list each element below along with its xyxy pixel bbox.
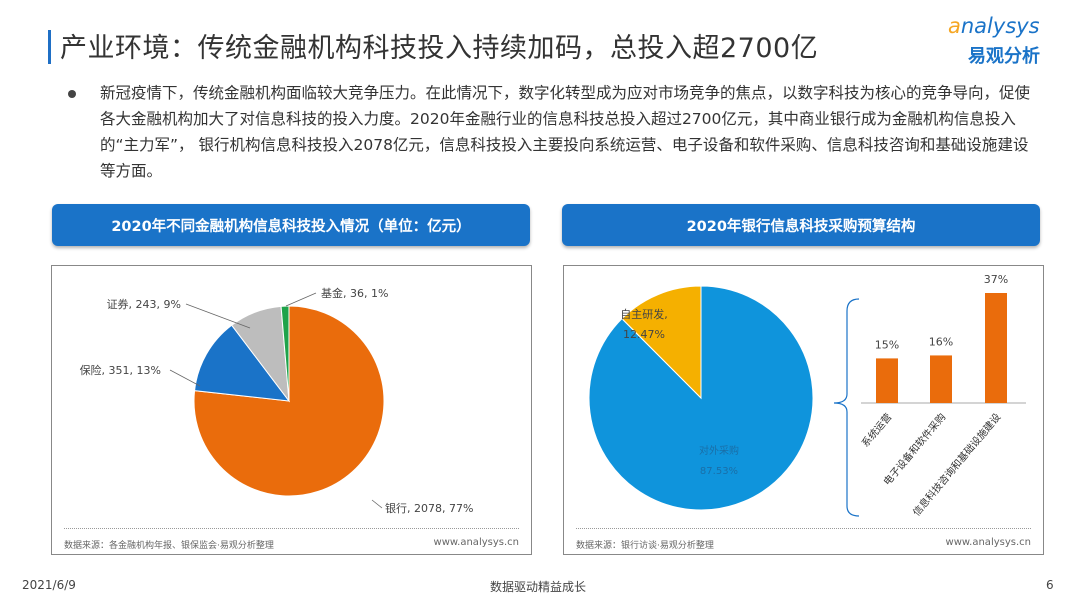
bar-2 <box>985 293 1007 403</box>
source-url: www.analysys.cn <box>433 537 519 548</box>
divider <box>64 528 519 529</box>
leader-line <box>371 499 383 509</box>
right-chart-panel: 对外采购 87.53% 自主研发, 12.47% 15% 系统运营 16% 电子设备和软件采购… <box>563 265 1044 555</box>
pie-label: 自主研发, <box>620 307 668 321</box>
bar-0 <box>876 358 898 403</box>
summary-paragraph: 新冠疫情下，传统金融机构面临较大竞争压力。在此情况下，数字化转型成为应对市场竞争… <box>100 84 1031 180</box>
leader-line <box>169 369 201 387</box>
pie-slice-3 <box>280 305 290 402</box>
right-chart-banner: 2020年银行信息科技采购预算结构 <box>562 204 1040 246</box>
institution-pie-chart: 银行, 2078, 77% 保险, 351, 13% 证券, 243, 9% 基金, … <box>80 286 474 515</box>
bar-value-label: 37% <box>984 273 1008 286</box>
bullet-icon <box>68 90 76 98</box>
left-chart-banner: 2020年不同金融机构信息科技投入情况（单位：亿元） <box>52 204 530 246</box>
pie-label: 证券, 243, 9% <box>107 297 181 311</box>
bar-category-label: 信息科技咨询和基础设施建设 <box>910 411 1004 519</box>
left-chart-panel: 银行, 2078, 77% 保险, 351, 13% 证券, 243, 9% 基金, … <box>51 265 532 555</box>
leader-line <box>285 292 317 307</box>
procurement-chart: 对外采购87.53%自主研发,12.47%15%系统运营16%电子设备和软件采购… <box>588 273 1026 519</box>
pie-value: 87.53% <box>700 466 738 477</box>
footer-slogan: 数据驱动精益成长 <box>490 580 587 594</box>
pie-label: 基金, 36, 1% <box>321 286 388 300</box>
bar-value-label: 16% <box>929 335 953 348</box>
page-title: 产业环境：传统金融机构科技投入持续加码，总投入超2700亿 <box>60 33 819 64</box>
bar-category-label: 系统运营 <box>859 411 895 450</box>
pie-label: 保险, 351, 13% <box>80 363 161 377</box>
pie-label: 银行, 2078, 77% <box>385 501 473 515</box>
page-number: 6 <box>1046 578 1054 592</box>
footer-date: 2021/6/9 <box>22 578 76 592</box>
analysys-logo: analysys 易观分析 <box>948 14 1040 67</box>
source-url: www.analysys.cn <box>945 537 1031 548</box>
bar-1 <box>930 355 952 403</box>
source-note: 数据来源：银行访谈·易观分析整理 <box>576 541 714 551</box>
pie-label: 对外采购 <box>699 444 739 457</box>
pie-slice-1 <box>194 324 291 402</box>
source-note: 数据来源：各金融机构年报、银保监会·易观分析整理 <box>64 541 274 551</box>
title-accent-bar <box>48 30 51 64</box>
pie-value: 12.47% <box>623 328 665 341</box>
brace-connector <box>833 298 860 517</box>
leader-line <box>185 303 251 329</box>
divider <box>576 528 1031 529</box>
pie-slice-0 <box>193 305 385 497</box>
pie-slice-inhouse <box>621 285 702 400</box>
bar-value-label: 15% <box>875 338 899 351</box>
